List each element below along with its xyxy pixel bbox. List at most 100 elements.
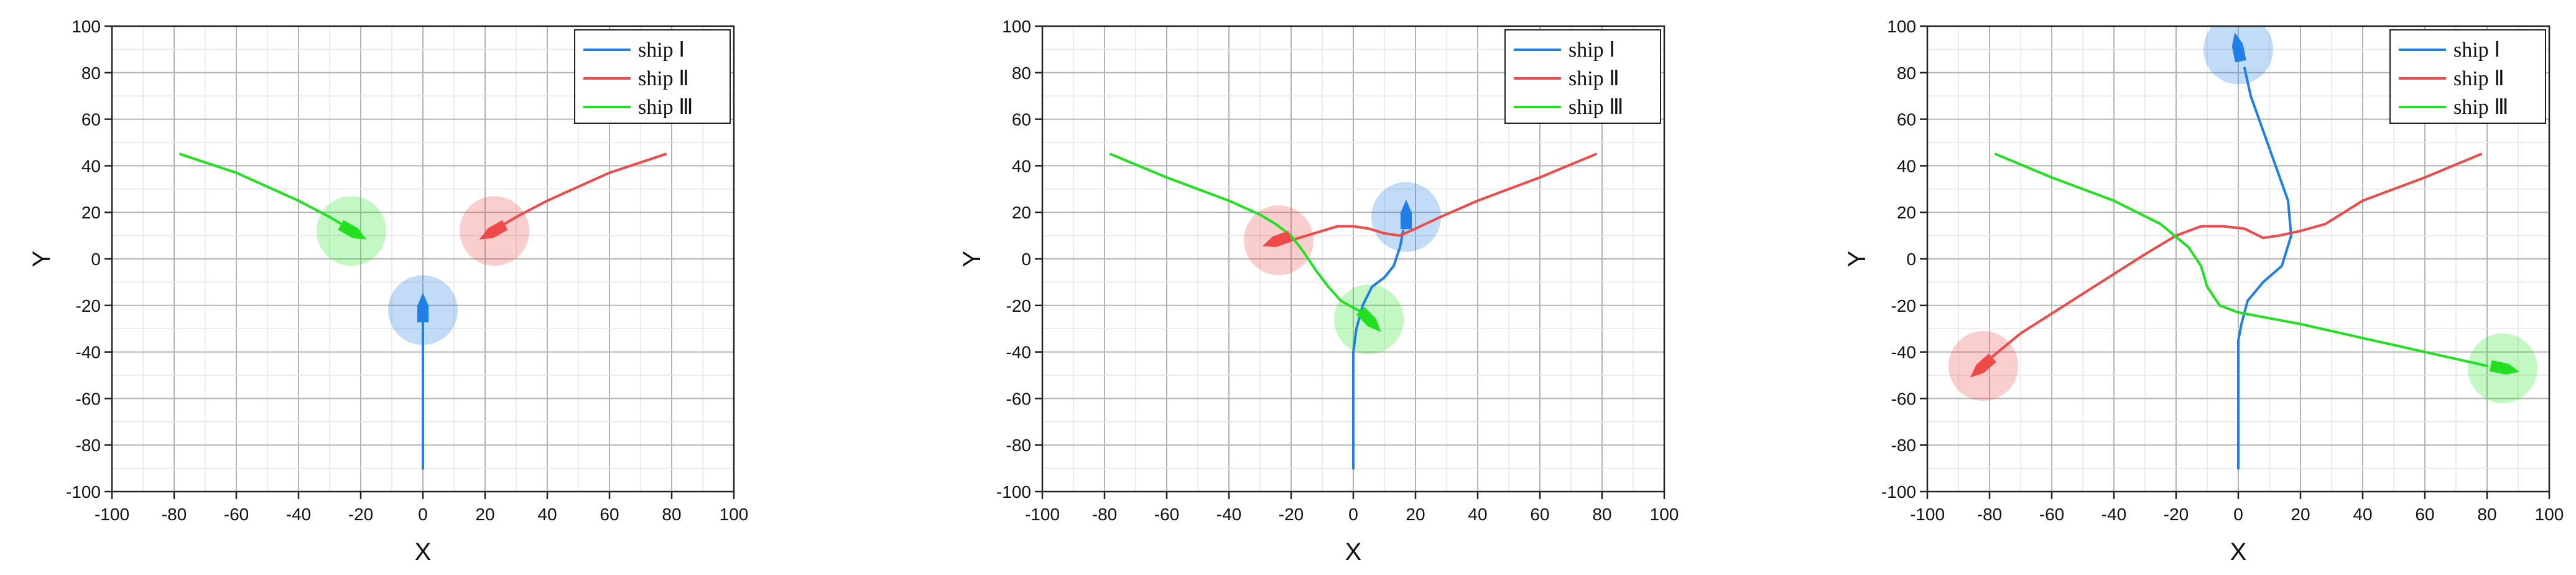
ship-1-marker	[2231, 32, 2246, 63]
legend-label-ship-3: ship Ⅲ	[2453, 96, 2509, 119]
ship-2-marker	[479, 220, 508, 240]
y-tick-label: -40	[1006, 343, 1031, 362]
x-tick-label: 100	[2535, 505, 2564, 524]
y-tick-label: -80	[76, 436, 101, 455]
ship-3-trajectory	[179, 152, 346, 228]
x-tick-label: -60	[2039, 505, 2064, 524]
data-layer	[1948, 26, 2537, 470]
x-tick-label: 20	[1406, 505, 1425, 524]
chart-panel-1: -100 -80 -60 -40 -20 0 20 40 60 80 100 100 80 60 40 20 0…	[28, 17, 748, 566]
x-tick-label: 80	[662, 505, 681, 524]
legend: ship Ⅰ ship Ⅱ ship Ⅲ	[574, 29, 731, 124]
data-layer	[179, 152, 667, 470]
x-tick-label: 40	[2353, 505, 2372, 524]
ship-2-trajectory	[1988, 152, 2482, 360]
y-tick-label: 80	[81, 63, 101, 83]
y-axis-title: Y	[958, 251, 986, 268]
legend: ship Ⅰ ship Ⅱ ship Ⅲ	[1504, 29, 1661, 124]
x-tick-label: -20	[2164, 505, 2189, 524]
ship-3-marker	[2490, 360, 2520, 375]
x-tick-label: 80	[2477, 505, 2496, 524]
x-tick-label: 40	[1468, 505, 1487, 524]
x-tick-label: 100	[720, 505, 749, 524]
ship-3-trajectory	[1995, 152, 2488, 367]
plot-frame	[1041, 25, 1666, 493]
chart-panel-2: -100 -80 -60 -40 -20 0 20 40 60 80 100 100 80 60 40 20 0…	[958, 17, 1679, 566]
y-tick-label: 20	[81, 203, 101, 222]
y-tick-label: 100	[72, 17, 101, 36]
legend-label-ship-2: ship Ⅱ	[1568, 67, 1619, 90]
legend: ship Ⅰ ship Ⅱ ship Ⅲ	[2389, 29, 2546, 124]
ship-3-trajectory	[1110, 152, 1364, 314]
plot-frame	[111, 25, 735, 493]
y-tick-label: -20	[1006, 296, 1031, 316]
x-tick-label: 0	[1348, 505, 1358, 524]
x-tick-label: -20	[348, 505, 373, 524]
x-tick-label: -100	[95, 505, 129, 524]
x-axis-title: X	[415, 538, 432, 566]
x-tick-label: -60	[1154, 505, 1179, 524]
y-tick-label: 0	[1906, 250, 1916, 269]
x-axis-title: X	[2230, 538, 2247, 566]
x-tick-label: -40	[286, 505, 311, 524]
y-tick-label: 100	[1002, 17, 1031, 36]
x-axis-title: X	[1345, 538, 1362, 566]
y-tick-label: -100	[66, 482, 101, 502]
x-tick-label: 80	[1592, 505, 1611, 524]
x-tick-label: -40	[1216, 505, 1241, 524]
legend-label-ship-3: ship Ⅲ	[638, 96, 693, 119]
y-tick-label: 40	[81, 156, 101, 175]
ship-2-marker	[1262, 230, 1292, 247]
y-tick-label: 20	[1897, 203, 1916, 222]
ship-3-marker	[338, 220, 367, 240]
x-tick-label: -60	[224, 505, 249, 524]
y-tick-label: 20	[1012, 203, 1031, 222]
x-tick-label: 60	[1530, 505, 1549, 524]
x-tick-label: -20	[1279, 505, 1304, 524]
y-tick-label: 80	[1897, 63, 1916, 83]
chart-panel-3: -100 -80 -60 -40 -20 0 20 40 60 80 100 100 80 60 40 20 0…	[1843, 17, 2564, 566]
legend-label-ship-1: ship Ⅰ	[638, 39, 685, 62]
x-tick-label: 20	[475, 505, 494, 524]
data-layer	[1110, 152, 1597, 470]
y-tick-label: -80	[1891, 436, 1916, 455]
ship-1-trajectory	[1352, 230, 1404, 470]
y-tick-label: -80	[1006, 436, 1031, 455]
x-tick-label: 60	[600, 505, 619, 524]
legend-label-ship-3: ship Ⅲ	[1568, 96, 1624, 119]
y-tick-label: 0	[1021, 250, 1031, 269]
y-tick-label: 60	[1012, 110, 1031, 129]
x-tick-label: 0	[418, 505, 428, 524]
legend-label-ship-1: ship Ⅰ	[1568, 39, 1615, 62]
x-tick-label: -40	[2101, 505, 2126, 524]
plot-frame	[1926, 25, 2551, 493]
y-tick-label: -20	[76, 296, 101, 316]
x-tick-label: 100	[1650, 505, 1679, 524]
legend-label-ship-2: ship Ⅱ	[2453, 67, 2504, 90]
y-tick-label: -100	[1881, 482, 1916, 502]
y-tick-label: 60	[1897, 110, 1916, 129]
ship-2-trajectory	[1290, 152, 1597, 242]
y-axis-title: Y	[28, 251, 55, 268]
x-tick-label: -100	[1910, 505, 1945, 524]
y-tick-label: -40	[76, 343, 101, 362]
y-tick-label: 80	[1012, 63, 1031, 83]
x-tick-label: -100	[1025, 505, 1060, 524]
x-tick-label: -80	[1977, 505, 2002, 524]
x-tick-label: 40	[537, 505, 557, 524]
ship-2-trajectory	[499, 152, 667, 228]
y-tick-label: 100	[1887, 17, 1916, 36]
x-tick-label: 0	[2233, 505, 2243, 524]
y-tick-label: -100	[996, 482, 1031, 502]
y-tick-label: 40	[1897, 156, 1916, 175]
ship-1-marker	[417, 292, 429, 322]
y-tick-label: -60	[76, 389, 101, 408]
y-tick-label: -20	[1891, 296, 1916, 316]
y-axis-title: Y	[1843, 251, 1871, 268]
ship-1-trajectory	[2237, 67, 2292, 470]
x-tick-label: 60	[2415, 505, 2434, 524]
ship-2-marker	[1970, 353, 1996, 378]
ship-1-marker	[1401, 199, 1412, 230]
y-tick-label: -60	[1891, 389, 1916, 408]
